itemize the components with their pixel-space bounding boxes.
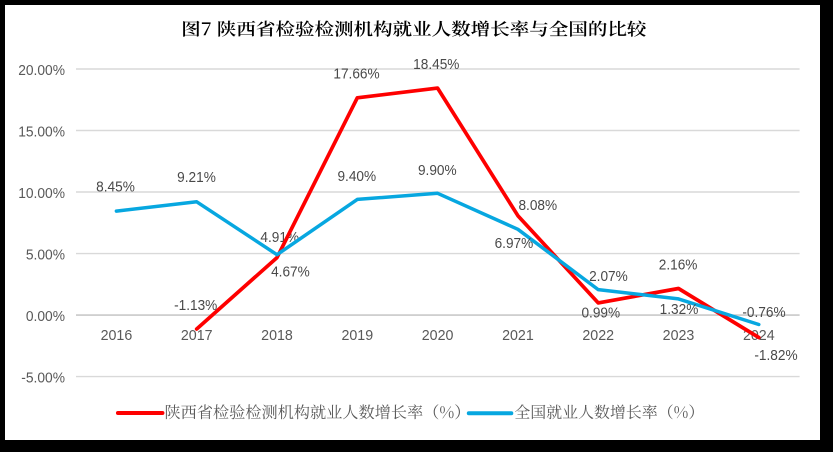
svg-text:2020: 2020 <box>422 328 454 344</box>
svg-text:2.16%: 2.16% <box>659 257 698 274</box>
svg-text:10.00%: 10.00% <box>18 186 65 203</box>
svg-text:-1.13%: -1.13% <box>174 297 217 314</box>
svg-text:2016: 2016 <box>101 328 133 344</box>
svg-text:8.08%: 8.08% <box>518 197 557 214</box>
svg-text:0.99%: 0.99% <box>581 305 620 322</box>
svg-text:2022: 2022 <box>582 328 614 344</box>
svg-text:9.21%: 9.21% <box>177 169 216 186</box>
svg-text:15.00%: 15.00% <box>18 124 65 141</box>
svg-text:2019: 2019 <box>341 328 373 344</box>
svg-text:6.97%: 6.97% <box>495 235 534 252</box>
svg-text:5.00%: 5.00% <box>26 247 65 264</box>
svg-text:20.00%: 20.00% <box>18 63 65 80</box>
svg-text:8.45%: 8.45% <box>96 179 135 196</box>
svg-text:-0.76%: -0.76% <box>742 304 785 321</box>
svg-text:2.07%: 2.07% <box>589 269 628 286</box>
svg-text:0.00%: 0.00% <box>26 309 65 326</box>
svg-text:-5.00%: -5.00% <box>21 370 65 387</box>
svg-text:2018: 2018 <box>261 328 293 344</box>
svg-text:18.45%: 18.45% <box>413 57 460 74</box>
svg-text:-1.82%: -1.82% <box>754 348 797 365</box>
svg-text:2023: 2023 <box>663 328 695 344</box>
svg-text:9.90%: 9.90% <box>418 162 457 179</box>
svg-text:17.66%: 17.66% <box>333 66 380 83</box>
svg-text:9.40%: 9.40% <box>337 169 376 186</box>
svg-text:2021: 2021 <box>502 328 534 344</box>
svg-text:1.32%: 1.32% <box>660 301 699 318</box>
svg-text:2017: 2017 <box>181 328 213 344</box>
svg-text:4.67%: 4.67% <box>271 264 310 281</box>
